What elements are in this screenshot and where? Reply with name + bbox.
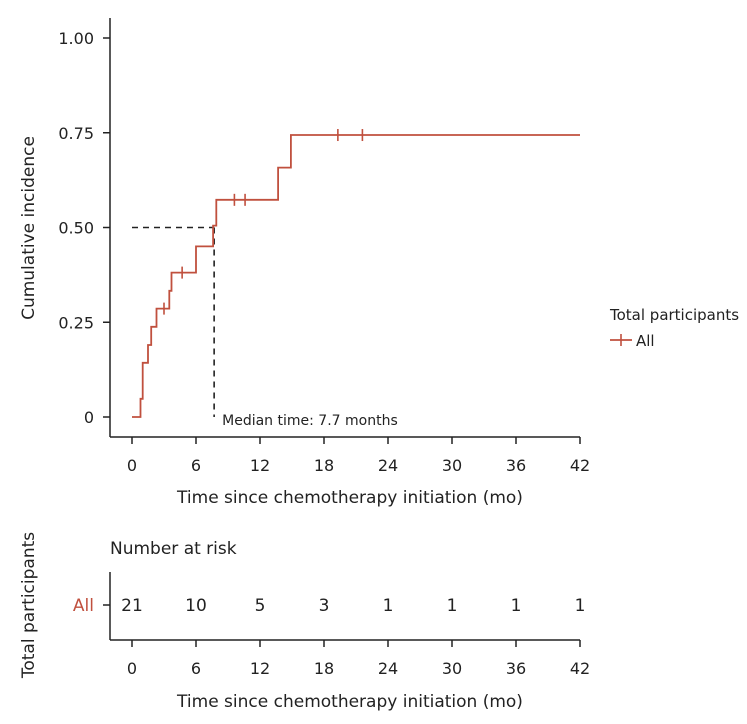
x-tick-label: 24 xyxy=(378,456,398,475)
y-axis-label: Cumulative incidence xyxy=(19,136,39,320)
risk-row-group-label: Total participants xyxy=(19,532,39,679)
y-tick-label: 0.50 xyxy=(58,219,94,238)
risk-x-axis-label: Time since chemotherapy initiation (mo) xyxy=(176,692,523,712)
risk-table-title: Number at risk xyxy=(110,539,237,559)
x-axis-label: Time since chemotherapy initiation (mo) xyxy=(176,488,523,508)
legend-entry-all: All xyxy=(636,332,655,350)
y-tick-label: 1.00 xyxy=(58,29,94,48)
risk-count: 1 xyxy=(575,596,586,616)
series-all-step-line xyxy=(132,134,580,418)
risk-x-tick-label: 12 xyxy=(250,659,270,678)
legend-title: Total participants xyxy=(609,306,739,324)
risk-count: 5 xyxy=(255,596,266,616)
y-tick-label: 0 xyxy=(84,408,94,427)
risk-count: 1 xyxy=(447,596,458,616)
y-tick-label: 0.25 xyxy=(58,313,94,332)
risk-x-tick-label: 36 xyxy=(506,659,526,678)
risk-count: 3 xyxy=(319,596,330,616)
x-tick-label: 0 xyxy=(127,456,137,475)
x-tick-label: 18 xyxy=(314,456,334,475)
risk-row-label-all: All xyxy=(73,596,94,616)
x-tick-label: 12 xyxy=(250,456,270,475)
risk-x-tick-label: 18 xyxy=(314,659,334,678)
risk-x-tick-label: 30 xyxy=(442,659,462,678)
risk-x-tick-label: 0 xyxy=(127,659,137,678)
risk-x-tick-label: 6 xyxy=(191,659,201,678)
risk-count: 1 xyxy=(383,596,394,616)
risk-count: 1 xyxy=(511,596,522,616)
risk-x-tick-label: 42 xyxy=(570,659,590,678)
risk-count: 10 xyxy=(185,596,207,616)
x-tick-label: 36 xyxy=(506,456,526,475)
x-tick-label: 42 xyxy=(570,456,590,475)
y-tick-label: 0.75 xyxy=(58,124,94,143)
median-label: Median time: 7.7 months xyxy=(222,413,398,429)
risk-count: 21 xyxy=(121,596,143,616)
risk-x-tick-label: 24 xyxy=(378,659,398,678)
x-tick-label: 6 xyxy=(191,456,201,475)
x-tick-label: 30 xyxy=(442,456,462,475)
